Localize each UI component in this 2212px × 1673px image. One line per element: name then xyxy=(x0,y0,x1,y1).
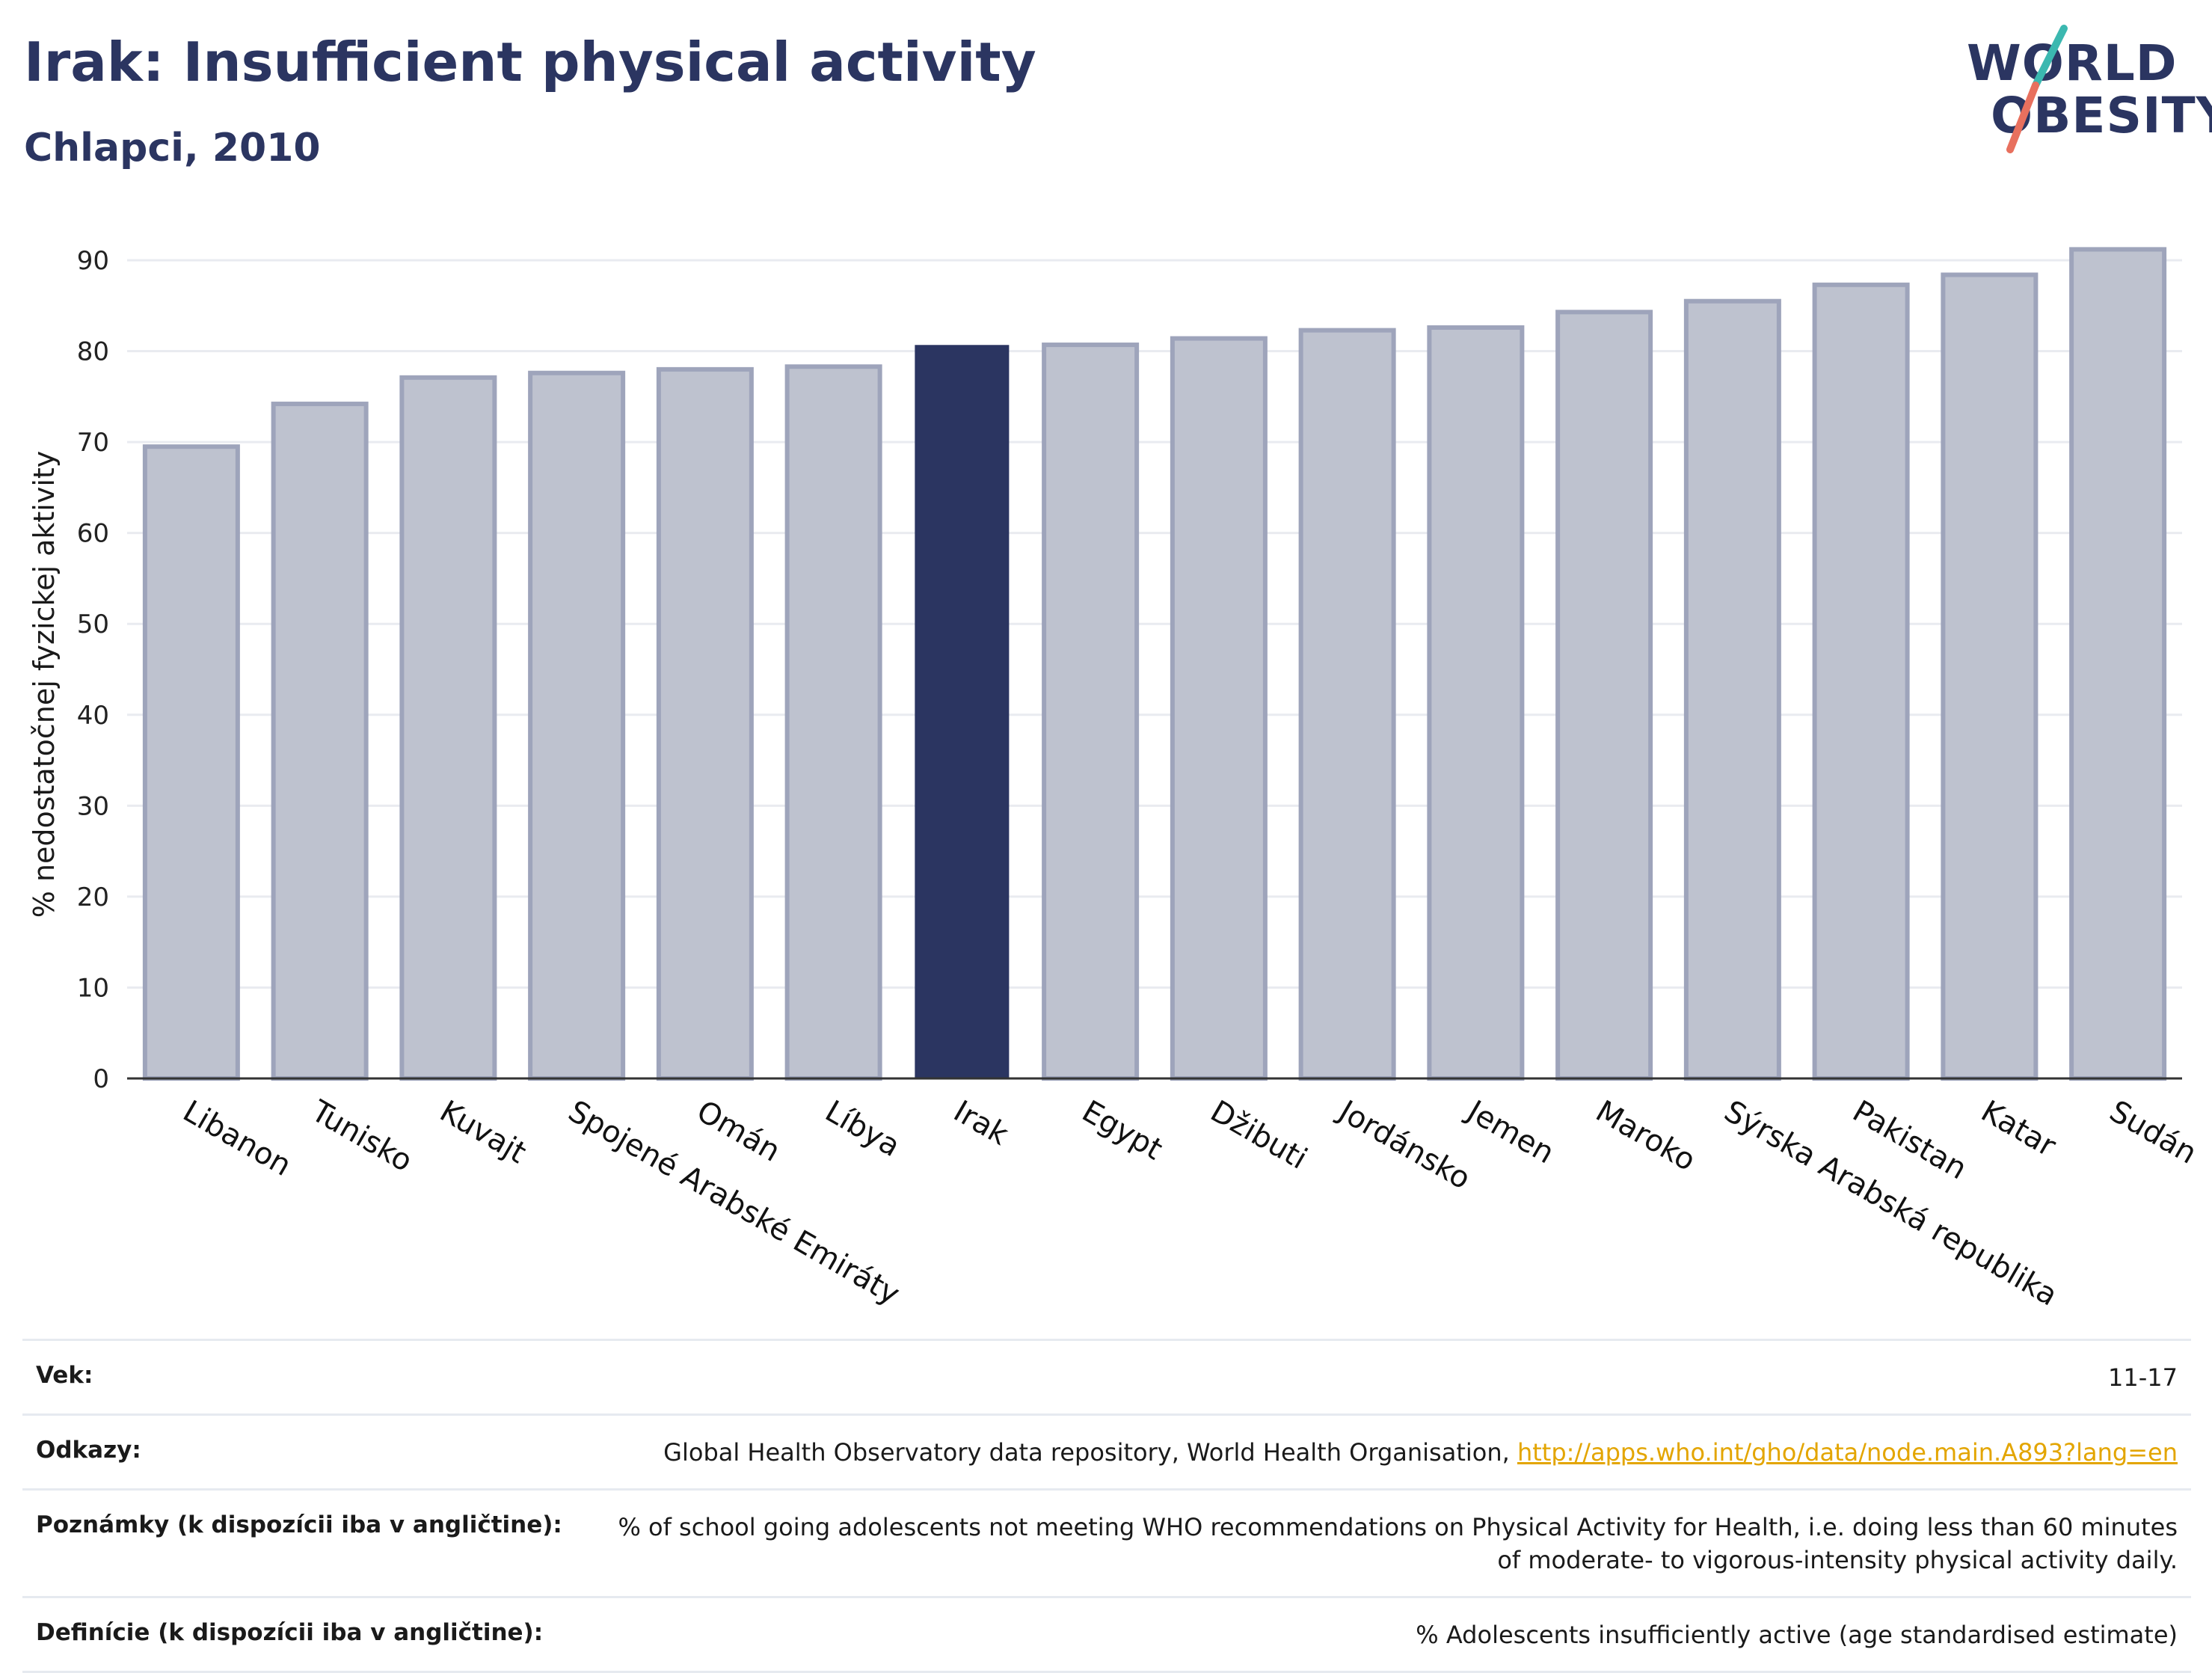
bar-jemen xyxy=(1427,325,1525,1081)
bar-líbya xyxy=(784,364,882,1081)
bar-pakistan xyxy=(1812,282,1910,1081)
x-tick-label: Líbya xyxy=(820,1094,906,1164)
y-tick-label: 0 xyxy=(93,1064,109,1094)
y-tick-label: 90 xyxy=(77,246,109,276)
x-tick-label: Maroko xyxy=(1590,1094,1701,1178)
bar-sýrska-arabská-republika xyxy=(1683,298,1781,1081)
bar-jordánsko xyxy=(1298,328,1396,1081)
x-tick-label: Džibuti xyxy=(1205,1094,1313,1176)
x-tick-label: Omán xyxy=(691,1094,786,1169)
meta-label: Definície (k dispozícii iba v angličtine… xyxy=(36,1618,544,1646)
y-tick-label: 40 xyxy=(77,701,109,731)
y-tick-label: 50 xyxy=(77,610,109,639)
x-tick-label: Jemen xyxy=(1460,1093,1560,1170)
bar-džibuti xyxy=(1170,336,1268,1081)
bar-libanon xyxy=(142,444,240,1081)
bar-irak xyxy=(915,345,1010,1080)
meta-value: 11-17 xyxy=(2108,1363,2178,1392)
x-tick-label: Katar xyxy=(1975,1094,2062,1164)
y-tick-label: 60 xyxy=(77,519,109,549)
meta-row-references: Odkazy: Global Health Observatory data r… xyxy=(22,1413,2191,1488)
metadata-table: Vek: 11-17 Odkazy: Global Health Observa… xyxy=(22,1339,2191,1673)
bar-sudán xyxy=(2069,247,2167,1081)
x-tick-label: Jordánsko xyxy=(1331,1093,1476,1197)
meta-row-notes: Poznámky (k dispozícii iba v angličtine)… xyxy=(22,1488,2191,1595)
page-title: Irak: Insufficient physical activity xyxy=(24,31,1036,93)
y-tick-label: 30 xyxy=(77,791,109,821)
x-tick-label: Sudán xyxy=(2104,1094,2202,1171)
reference-text: Global Health Observatory data repositor… xyxy=(663,1438,1517,1467)
reference-link[interactable]: http://apps.who.int/gho/data/node.main.A… xyxy=(1517,1438,2178,1467)
bar-tunisko xyxy=(271,402,369,1081)
page-subtitle: Chlapci, 2010 xyxy=(24,126,321,171)
y-tick-label: 20 xyxy=(77,882,109,912)
bar-katar xyxy=(1941,272,2039,1081)
bar-chart: 0 10 20 30 40 50 60 70 80 90 % nedostatočnej fyzic… xyxy=(28,246,2202,1313)
bar-spojené-arabské-emiráty xyxy=(528,370,626,1081)
x-tick-label: Egypt xyxy=(1076,1094,1168,1167)
meta-row-definitions: Definície (k dispozícii iba v angličtine… xyxy=(22,1595,2191,1673)
y-tick-label: 80 xyxy=(77,337,109,367)
meta-label: Poznámky (k dispozícii iba v angličtine)… xyxy=(36,1511,562,1539)
logo-slash-icon xyxy=(2006,25,2068,153)
meta-value: % Adolescents insufficiently active (age… xyxy=(1416,1620,2178,1649)
x-tick-label: Tunisko xyxy=(305,1093,418,1179)
bar-kuvajt xyxy=(399,375,497,1081)
logo-line-1: WORLD xyxy=(1967,34,2178,92)
meta-value: Global Health Observatory data repositor… xyxy=(663,1437,2178,1469)
bar-omán xyxy=(656,366,754,1081)
x-tick-label: Libanon xyxy=(177,1094,297,1183)
bar-maroko xyxy=(1555,310,1653,1081)
x-tick-label: Kuvajt xyxy=(434,1094,532,1170)
meta-value: % of school going adolescents not meetin… xyxy=(618,1513,2178,1574)
bar-egypt xyxy=(1042,343,1140,1081)
world-obesity-logo: WORLD OBESITY xyxy=(1944,22,2212,157)
meta-row-age: Vek: 11-17 xyxy=(22,1339,2191,1413)
y-tick-label: 10 xyxy=(77,973,109,1003)
y-tick-label: 70 xyxy=(77,428,109,458)
x-tick-label: Irak xyxy=(947,1094,1014,1152)
meta-label: Vek: xyxy=(36,1362,93,1389)
y-axis-label: % nedostatočnej fyzickej aktivity xyxy=(28,451,61,918)
meta-label: Odkazy: xyxy=(36,1437,141,1464)
